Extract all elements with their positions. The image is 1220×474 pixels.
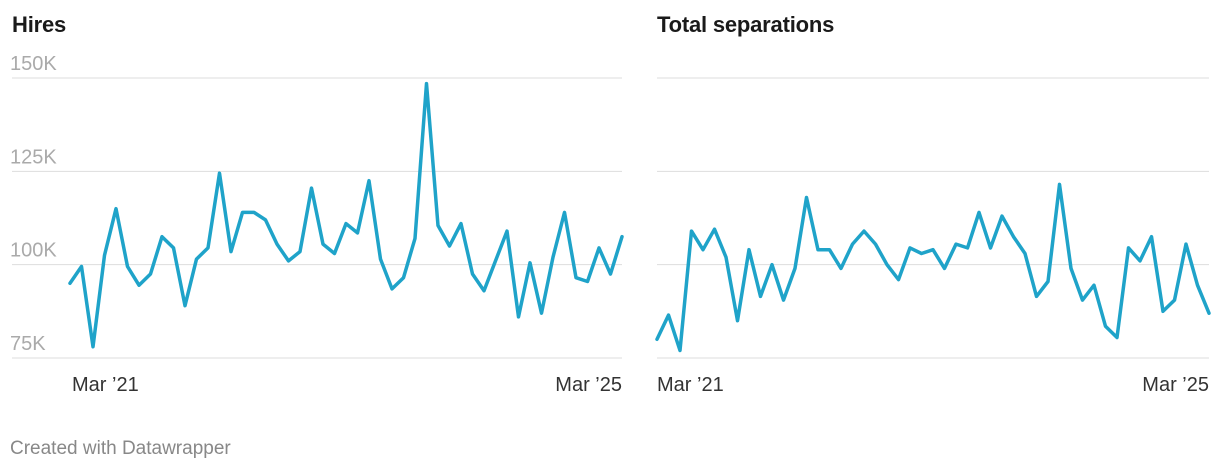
- separations-xtick-label: Mar ’21: [657, 374, 724, 396]
- datawrapper-credit: Created with Datawrapper: [10, 438, 231, 459]
- hires-ytick-label: 150K: [10, 53, 57, 75]
- hires-series-line: [68, 81, 624, 349]
- separations-xtick-label: Mar ’25: [1142, 374, 1209, 396]
- hires-xtick-label: Mar ’25: [555, 374, 622, 396]
- hires-chart-title: Hires: [12, 12, 67, 37]
- hires-ytick-label: 75K: [10, 333, 46, 355]
- hires-xtick-label: Mar ’21: [72, 374, 139, 396]
- separations-series-line: [655, 182, 1211, 353]
- hires-ytick-label: 100K: [10, 240, 57, 262]
- separations-chart-title: Total separations: [657, 12, 835, 37]
- hires-ytick-label: 125K: [10, 146, 57, 168]
